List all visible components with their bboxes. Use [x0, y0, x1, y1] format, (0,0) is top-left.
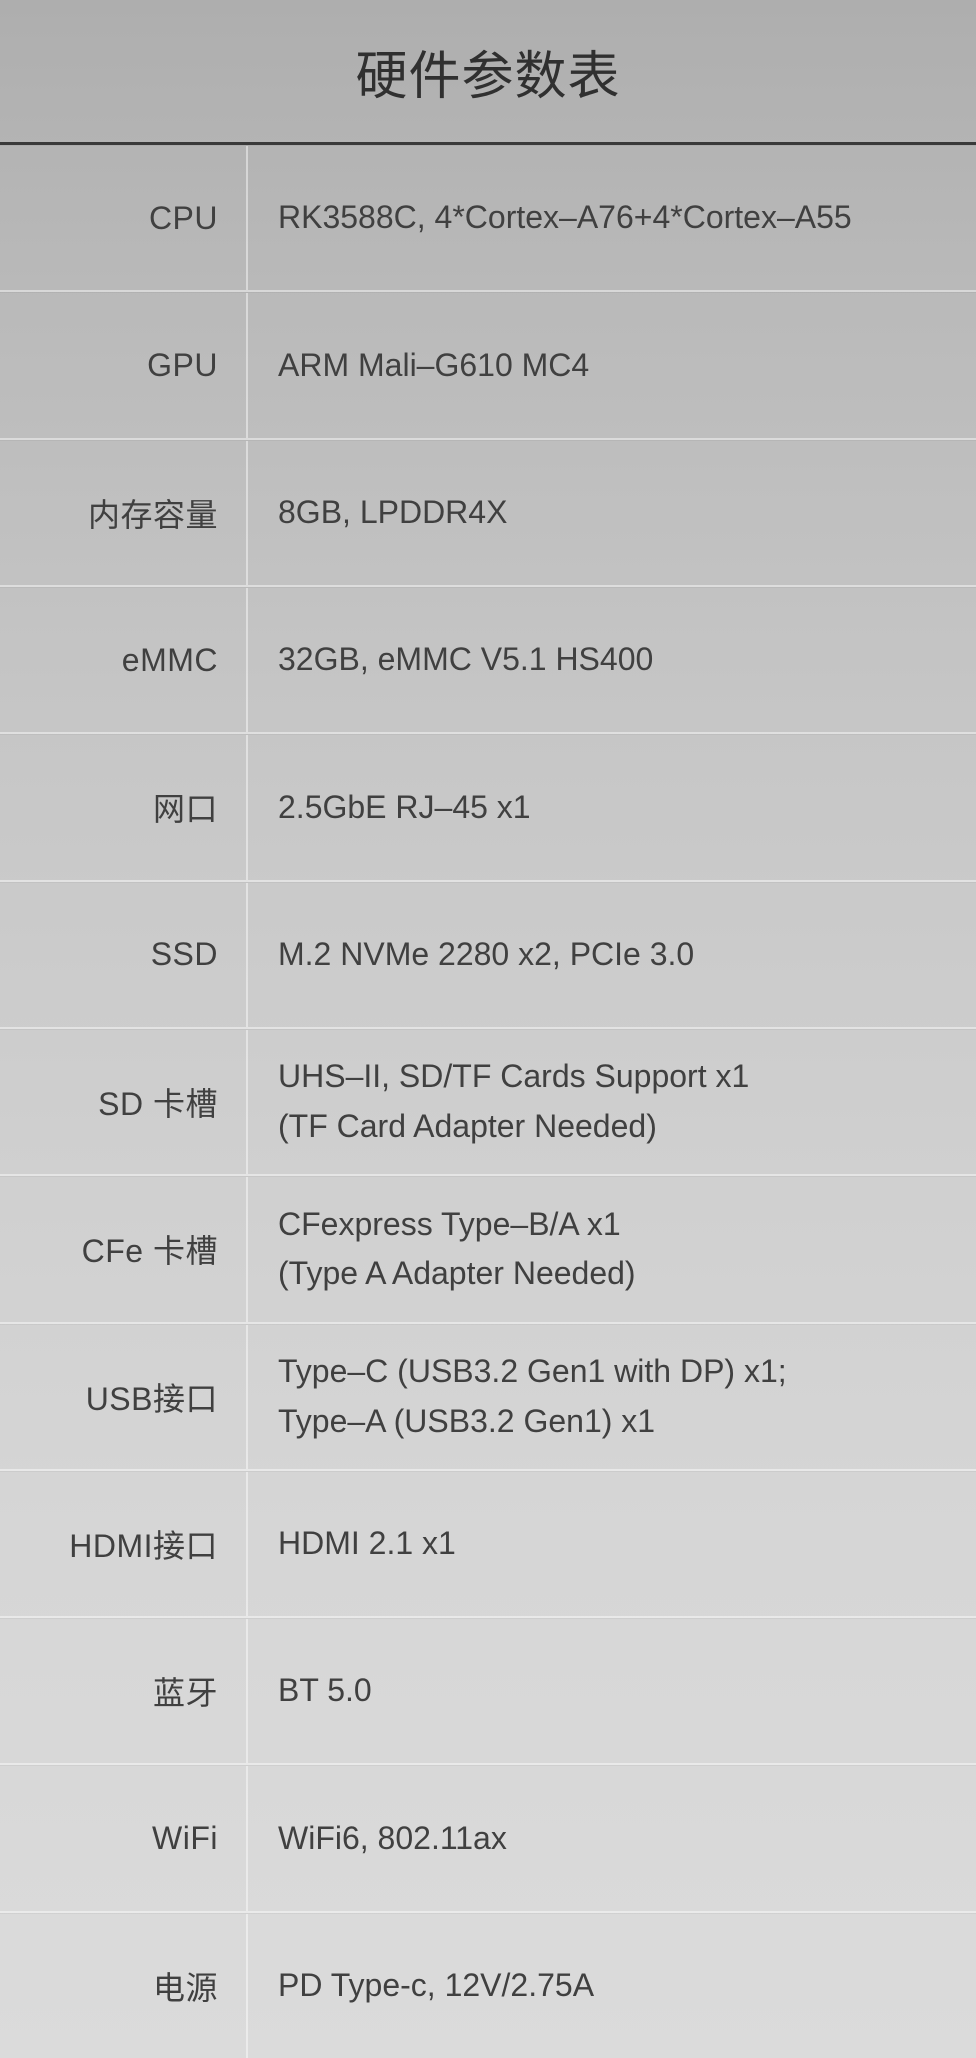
table-row: CPU RK3588C, 4*Cortex–A76+4*Cortex–A55: [0, 145, 976, 292]
table-row: SD 卡槽 UHS–II, SD/TF Cards Support x1 (TF…: [0, 1029, 976, 1176]
spec-label: HDMI接口: [0, 1472, 248, 1616]
spec-label: CFe 卡槽: [0, 1177, 248, 1321]
spec-label: 内存容量: [0, 441, 248, 585]
spec-value: HDMI 2.1 x1: [248, 1472, 976, 1616]
table-row: WiFi WiFi6, 802.11ax: [0, 1765, 976, 1912]
spec-value: PD Type-c, 12V/2.75A: [248, 1914, 976, 2058]
spec-label: CPU: [0, 146, 248, 290]
spec-value: BT 5.0: [248, 1619, 976, 1763]
spec-value: WiFi6, 802.11ax: [248, 1766, 976, 1910]
page-title: 硬件参数表: [355, 34, 620, 109]
spec-label: GPU: [0, 293, 248, 437]
table-row: 网口 2.5GbE RJ–45 x1: [0, 734, 976, 881]
spec-value: CFexpress Type–B/A x1 (Type A Adapter Ne…: [248, 1177, 976, 1321]
table-row: GPU ARM Mali–G610 MC4: [0, 292, 976, 439]
spec-value: 32GB, eMMC V5.1 HS400: [248, 588, 976, 732]
spec-value: UHS–II, SD/TF Cards Support x1 (TF Card …: [248, 1030, 976, 1174]
table-row: SSD M.2 NVMe 2280 x2, PCIe 3.0: [0, 882, 976, 1029]
table-row: 蓝牙 BT 5.0: [0, 1618, 976, 1765]
table-row: CFe 卡槽 CFexpress Type–B/A x1 (Type A Ada…: [0, 1176, 976, 1323]
spec-label: SD 卡槽: [0, 1030, 248, 1174]
spec-value: ARM Mali–G610 MC4: [248, 293, 976, 437]
table-row: USB接口 Type–C (USB3.2 Gen1 with DP) x1; T…: [0, 1324, 976, 1471]
spec-sheet: 硬件参数表 CPU RK3588C, 4*Cortex–A76+4*Cortex…: [0, 0, 976, 2058]
spec-label: 蓝牙: [0, 1619, 248, 1763]
spec-label: USB接口: [0, 1325, 248, 1469]
spec-label: 电源: [0, 1914, 248, 2058]
title-area: 硬件参数表: [0, 0, 976, 145]
table-row: 内存容量 8GB, LPDDR4X: [0, 440, 976, 587]
table-row: 电源 PD Type-c, 12V/2.75A: [0, 1913, 976, 2058]
spec-table: CPU RK3588C, 4*Cortex–A76+4*Cortex–A55 G…: [0, 145, 976, 2058]
spec-value: Type–C (USB3.2 Gen1 with DP) x1; Type–A …: [248, 1325, 976, 1469]
spec-value: RK3588C, 4*Cortex–A76+4*Cortex–A55: [248, 146, 976, 290]
spec-value: M.2 NVMe 2280 x2, PCIe 3.0: [248, 883, 976, 1027]
spec-label: eMMC: [0, 588, 248, 732]
table-row: eMMC 32GB, eMMC V5.1 HS400: [0, 587, 976, 734]
spec-value: 8GB, LPDDR4X: [248, 441, 976, 585]
spec-label: SSD: [0, 883, 248, 1027]
spec-value: 2.5GbE RJ–45 x1: [248, 735, 976, 879]
spec-label: WiFi: [0, 1766, 248, 1910]
table-row: HDMI接口 HDMI 2.1 x1: [0, 1471, 976, 1618]
spec-label: 网口: [0, 735, 248, 879]
